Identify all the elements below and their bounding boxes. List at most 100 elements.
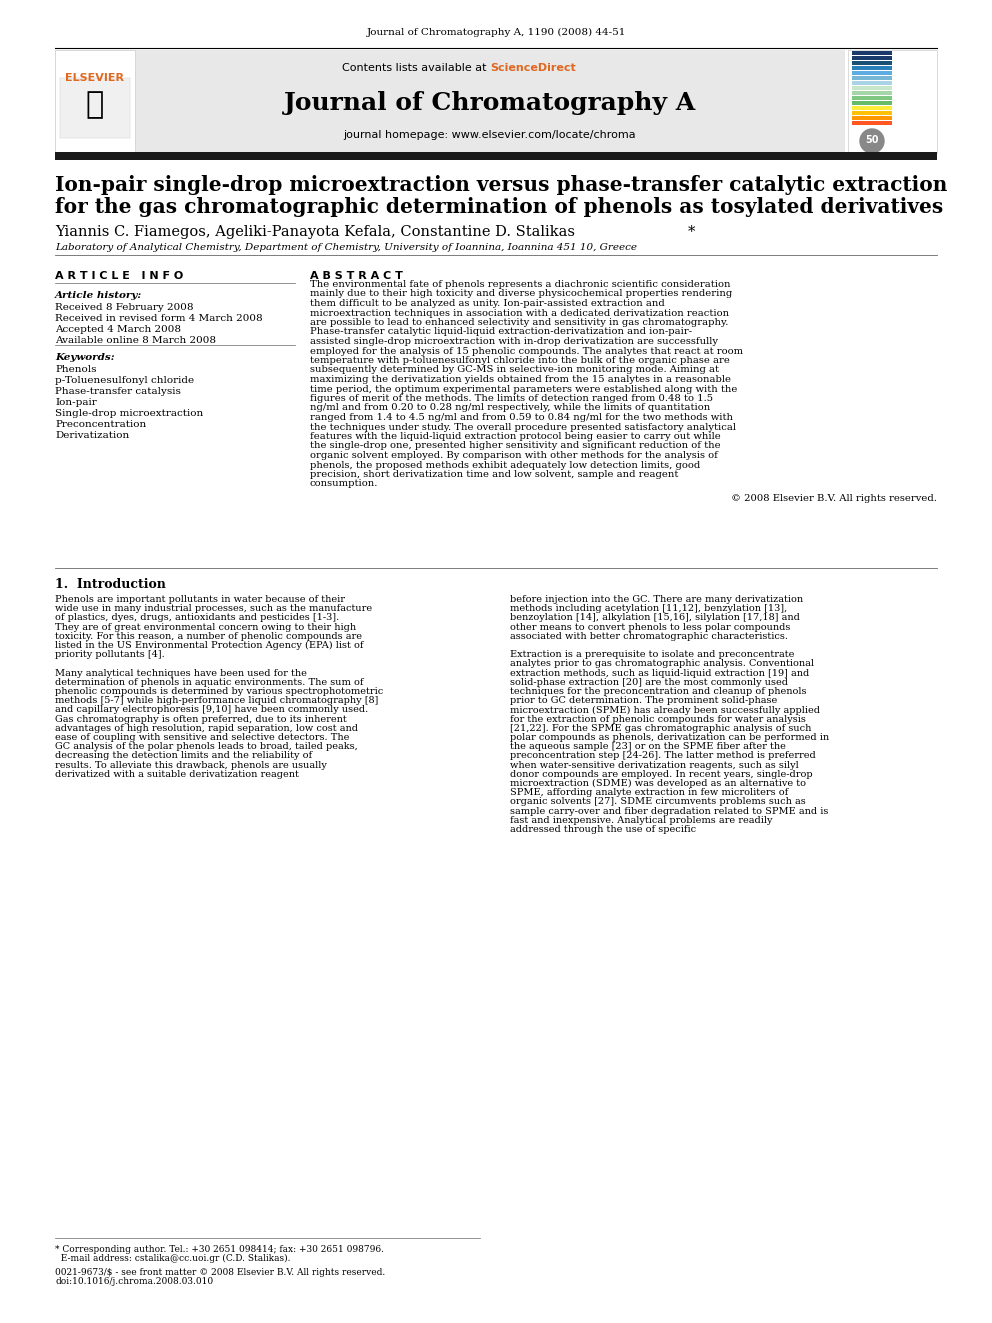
Text: Ion-pair: Ion-pair [55, 398, 97, 407]
Text: journal homepage: www.elsevier.com/locate/chroma: journal homepage: www.elsevier.com/locat… [343, 130, 636, 140]
Bar [55, 50, 845, 153]
Text: Phase-transfer catalysis: Phase-transfer catalysis [55, 388, 181, 396]
Text: ng/ml and from 0.20 to 0.28 ng/ml respectively, while the limits of quantitation: ng/ml and from 0.20 to 0.28 ng/ml respec… [310, 404, 710, 413]
Bar [848, 50, 937, 153]
Text: Single-drop microextraction: Single-drop microextraction [55, 409, 203, 418]
Bar [852, 75, 892, 79]
Bar [852, 115, 892, 120]
Text: for the gas chromatographic determination of phenols as tosylated derivatives: for the gas chromatographic determinatio… [55, 197, 943, 217]
Text: Contents lists available at: Contents lists available at [342, 64, 490, 73]
Bar [852, 111, 892, 115]
Text: 🌳: 🌳 [86, 90, 104, 119]
Text: 1.  Introduction: 1. Introduction [55, 578, 166, 591]
Bar [55, 50, 135, 153]
Text: Phenols: Phenols [55, 365, 96, 374]
Text: doi:10.1016/j.chroma.2008.03.010: doi:10.1016/j.chroma.2008.03.010 [55, 1277, 213, 1286]
Text: assisted single-drop microextraction with in-drop derivatization are successfull: assisted single-drop microextraction wit… [310, 337, 718, 347]
Text: SPME, affording analyte extraction in few microliters of: SPME, affording analyte extraction in fe… [510, 789, 789, 798]
Text: are possible to lead to enhanced selectivity and sensitivity in gas chromatograp: are possible to lead to enhanced selecti… [310, 318, 728, 327]
Text: other means to convert phenols to less polar compounds: other means to convert phenols to less p… [510, 623, 791, 631]
Text: techniques for the preconcentration and cleanup of phenols: techniques for the preconcentration and … [510, 687, 806, 696]
Text: microextraction (SPME) has already been successfully applied: microextraction (SPME) has already been … [510, 705, 820, 714]
Text: Phase-transfer catalytic liquid-liquid extraction-derivatization and ion-pair-: Phase-transfer catalytic liquid-liquid e… [310, 328, 692, 336]
Text: Yiannis C. Fiamegos, Ageliki-Panayota Kefala, Constantine D. Stalikas: Yiannis C. Fiamegos, Ageliki-Panayota Ke… [55, 225, 575, 239]
Text: 50: 50 [865, 135, 879, 146]
Text: for the extraction of phenolic compounds for water analysis: for the extraction of phenolic compounds… [510, 714, 806, 724]
Bar [852, 81, 892, 85]
Text: 0021-9673/$ - see front matter © 2008 Elsevier B.V. All rights reserved.: 0021-9673/$ - see front matter © 2008 El… [55, 1267, 385, 1277]
Bar [852, 50, 892, 56]
Text: Phenols are important pollutants in water because of their: Phenols are important pollutants in wate… [55, 595, 345, 605]
Text: the single-drop one, presented higher sensitivity and significant reduction of t: the single-drop one, presented higher se… [310, 442, 720, 451]
Text: microextraction techniques in association with a dedicated derivatization reacti: microextraction techniques in associatio… [310, 308, 729, 318]
Text: microextraction (SDME) was developed as an alternative to: microextraction (SDME) was developed as … [510, 779, 806, 789]
Text: methods [5-7] while high-performance liquid chromatography [8]: methods [5-7] while high-performance liq… [55, 696, 378, 705]
Text: Extraction is a prerequisite to isolate and preconcentrate: Extraction is a prerequisite to isolate … [510, 650, 795, 659]
Text: results. To alleviate this drawback, phenols are usually: results. To alleviate this drawback, phe… [55, 761, 327, 770]
Text: *: * [688, 225, 695, 239]
Bar [852, 61, 892, 65]
Bar [852, 70, 892, 75]
Text: them difficult to be analyzed as unity. Ion-pair-assisted extraction and: them difficult to be analyzed as unity. … [310, 299, 665, 308]
Text: Received 8 February 2008: Received 8 February 2008 [55, 303, 193, 312]
Text: the aqueous sample [23] or on the SPME fiber after the: the aqueous sample [23] or on the SPME f… [510, 742, 786, 751]
Text: Keywords:: Keywords: [55, 353, 115, 363]
Bar [852, 106, 892, 110]
Bar [852, 95, 892, 101]
Text: Journal of Chromatography A: Journal of Chromatography A [284, 91, 696, 115]
Text: solid-phase extraction [20] are the most commonly used: solid-phase extraction [20] are the most… [510, 677, 788, 687]
Text: benzoylation [14], alkylation [15,16], silylation [17,18] and: benzoylation [14], alkylation [15,16], s… [510, 614, 800, 622]
Text: Journal of Chromatography A, 1190 (2008) 44-51: Journal of Chromatography A, 1190 (2008)… [366, 28, 626, 37]
Text: [21,22]. For the SPME gas chromatographic analysis of such: [21,22]. For the SPME gas chromatographi… [510, 724, 811, 733]
Text: derivatized with a suitable derivatization reagent: derivatized with a suitable derivatizati… [55, 770, 299, 779]
Text: GC analysis of the polar phenols leads to broad, tailed peaks,: GC analysis of the polar phenols leads t… [55, 742, 358, 751]
Text: phenolic compounds is determined by various spectrophotometric: phenolic compounds is determined by vari… [55, 687, 383, 696]
Text: phenols, the proposed methods exhibit adequately low detection limits, good: phenols, the proposed methods exhibit ad… [310, 460, 700, 470]
Text: Derivatization: Derivatization [55, 431, 129, 441]
Text: maximizing the derivatization yields obtained from the 15 analytes in a reasonab: maximizing the derivatization yields obt… [310, 374, 731, 384]
Text: listed in the US Environmental Protection Agency (EPA) list of: listed in the US Environmental Protectio… [55, 642, 363, 650]
Bar [852, 56, 892, 60]
Text: employed for the analysis of 15 phenolic compounds. The analytes that react at r: employed for the analysis of 15 phenolic… [310, 347, 743, 356]
Text: precision, short derivatization time and low solvent, sample and reagent: precision, short derivatization time and… [310, 470, 679, 479]
Bar [852, 101, 892, 105]
Text: A B S T R A C T: A B S T R A C T [310, 271, 403, 280]
Text: the techniques under study. The overall procedure presented satisfactory analyti: the techniques under study. The overall … [310, 422, 736, 431]
Text: analytes prior to gas chromatographic analysis. Conventional: analytes prior to gas chromatographic an… [510, 659, 814, 668]
Text: when water-sensitive derivatization reagents, such as silyl: when water-sensitive derivatization reag… [510, 761, 799, 770]
Text: fast and inexpensive. Analytical problems are readily: fast and inexpensive. Analytical problem… [510, 816, 773, 824]
Text: donor compounds are employed. In recent years, single-drop: donor compounds are employed. In recent … [510, 770, 812, 779]
Text: toxicity. For this reason, a number of phenolic compounds are: toxicity. For this reason, a number of p… [55, 632, 362, 640]
Text: features with the liquid-liquid extraction protocol being easier to carry out wh: features with the liquid-liquid extracti… [310, 433, 721, 441]
Text: * Corresponding author. Tel.: +30 2651 098414; fax: +30 2651 098796.: * Corresponding author. Tel.: +30 2651 0… [55, 1245, 384, 1254]
Text: E-mail address: cstalika@cc.uoi.gr (C.D. Stalikas).: E-mail address: cstalika@cc.uoi.gr (C.D.… [55, 1254, 291, 1263]
Bar [852, 86, 892, 90]
Text: time period, the optimum experimental parameters were established along with the: time period, the optimum experimental pa… [310, 385, 737, 393]
Text: decreasing the detection limits and the reliability of: decreasing the detection limits and the … [55, 751, 312, 761]
Text: temperature with p-toluenesulfonyl chloride into the bulk of the organic phase a: temperature with p-toluenesulfonyl chlor… [310, 356, 730, 365]
Text: advantages of high resolution, rapid separation, low cost and: advantages of high resolution, rapid sep… [55, 724, 358, 733]
Text: ranged from 1.4 to 4.5 ng/ml and from 0.59 to 0.84 ng/ml for the two methods wit: ranged from 1.4 to 4.5 ng/ml and from 0.… [310, 413, 733, 422]
Text: preconcentration step [24-26]. The latter method is preferred: preconcentration step [24-26]. The latte… [510, 751, 815, 761]
Text: determination of phenols in aquatic environments. The sum of: determination of phenols in aquatic envi… [55, 677, 363, 687]
Circle shape [860, 130, 884, 153]
Text: Received in revised form 4 March 2008: Received in revised form 4 March 2008 [55, 314, 263, 323]
Text: prior to GC determination. The prominent solid-phase: prior to GC determination. The prominent… [510, 696, 778, 705]
Text: Accepted 4 March 2008: Accepted 4 March 2008 [55, 325, 181, 333]
Text: Many analytical techniques have been used for the: Many analytical techniques have been use… [55, 668, 307, 677]
Bar [60, 78, 130, 138]
Text: p-Toluenesulfonyl chloride: p-Toluenesulfonyl chloride [55, 376, 194, 385]
Text: organic solvent employed. By comparison with other methods for the analysis of: organic solvent employed. By comparison … [310, 451, 718, 460]
Text: ScienceDirect: ScienceDirect [490, 64, 575, 73]
Text: Laboratory of Analytical Chemistry, Department of Chemistry, University of Ioann: Laboratory of Analytical Chemistry, Depa… [55, 243, 637, 251]
Text: Gas chromatography is often preferred, due to its inherent: Gas chromatography is often preferred, d… [55, 714, 347, 724]
Text: Preconcentration: Preconcentration [55, 419, 146, 429]
Text: mainly due to their high toxicity and diverse physicochemical properties renderi: mainly due to their high toxicity and di… [310, 290, 732, 299]
Text: A R T I C L E   I N F O: A R T I C L E I N F O [55, 271, 184, 280]
Text: polar compounds as phenols, derivatization can be performed in: polar compounds as phenols, derivatizati… [510, 733, 829, 742]
Bar [852, 66, 892, 70]
Text: subsequently determined by GC-MS in selective-ion monitoring mode. Aiming at: subsequently determined by GC-MS in sele… [310, 365, 719, 374]
Text: methods including acetylation [11,12], benzylation [13],: methods including acetylation [11,12], b… [510, 605, 788, 613]
Text: wide use in many industrial processes, such as the manufacture: wide use in many industrial processes, s… [55, 605, 372, 613]
Text: organic solvents [27]. SDME circumvents problems such as: organic solvents [27]. SDME circumvents … [510, 798, 806, 807]
